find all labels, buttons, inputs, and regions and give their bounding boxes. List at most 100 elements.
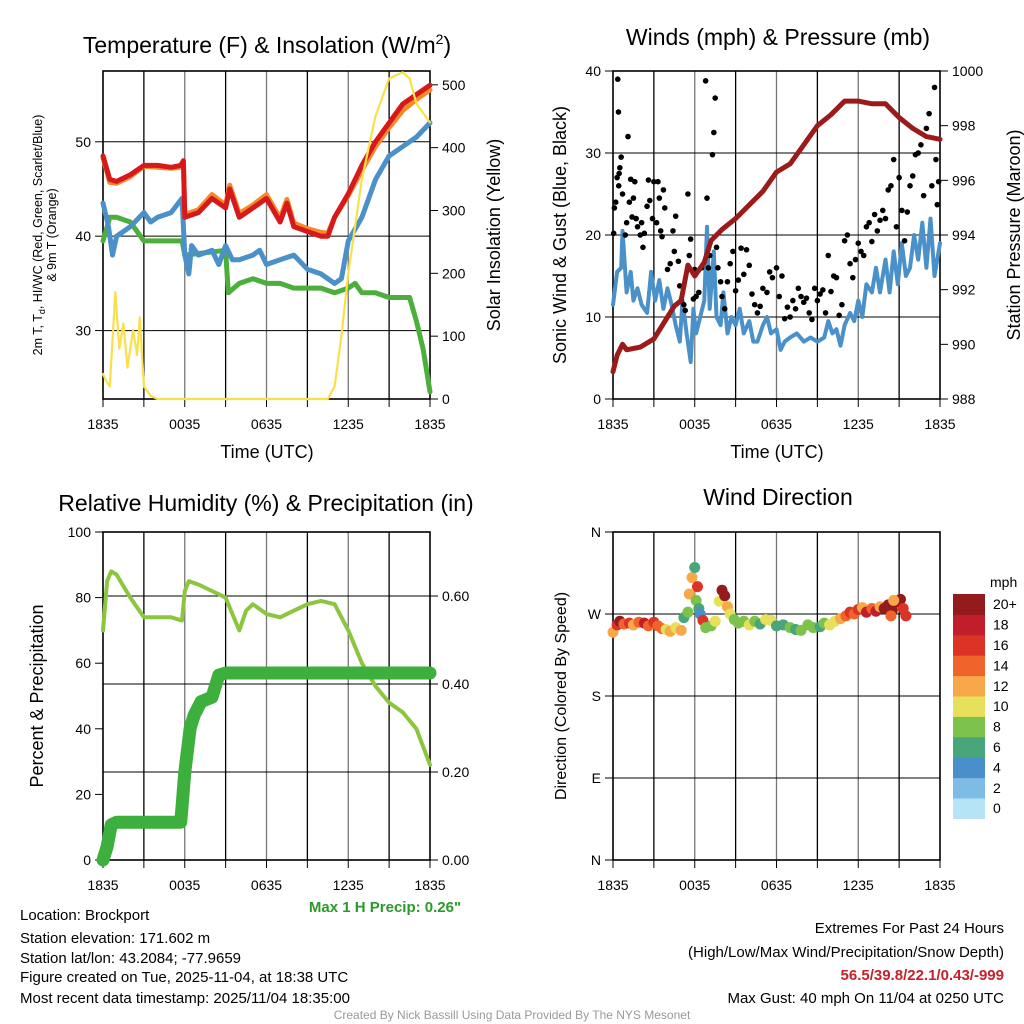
y-tick-label: N xyxy=(591,524,601,540)
gust-point xyxy=(640,244,646,251)
gust-point xyxy=(732,287,739,294)
gust-point xyxy=(721,306,728,312)
gust-point xyxy=(649,215,656,222)
gust-point xyxy=(882,215,889,222)
gust-point xyxy=(825,252,832,259)
gust-point xyxy=(741,271,747,278)
gust-point xyxy=(841,237,848,244)
gust-point xyxy=(839,301,845,308)
gust-point xyxy=(675,258,682,265)
gust-point xyxy=(709,151,716,158)
temp-ylabel-line1: 2m T, Td, HI/WC (Red, Green, Scarlet/Blu… xyxy=(31,115,47,356)
colorbar-swatch xyxy=(953,757,985,779)
x-tick-label: 0635 xyxy=(761,877,792,893)
gust-point xyxy=(855,240,862,246)
max-precip-text: Max 1 H Precip: 0.26" xyxy=(309,899,461,916)
y-tick-label: 60 xyxy=(75,655,91,671)
gust-point xyxy=(754,310,761,316)
gust-point xyxy=(757,303,763,310)
wind-direction-point xyxy=(888,594,900,606)
gust-point xyxy=(933,156,939,163)
relative-humidity-line xyxy=(101,569,432,767)
gust-point xyxy=(918,142,924,148)
gust-point xyxy=(847,260,853,267)
gust-point xyxy=(655,178,661,185)
y-tick-label: S xyxy=(592,688,601,704)
gust-point xyxy=(885,187,892,193)
gust-point xyxy=(893,224,900,230)
gust-point xyxy=(920,192,927,199)
gust-point xyxy=(657,228,664,234)
x-tick-label: 0035 xyxy=(679,416,710,432)
x-tick-label: 1835 xyxy=(597,877,628,893)
gust-point xyxy=(850,274,856,281)
series-line-solar-insolation xyxy=(101,71,432,401)
gust-point xyxy=(615,109,622,115)
x-tick-label: 1235 xyxy=(333,416,364,432)
y2-tick-label: 990 xyxy=(952,336,976,352)
y-tick-label: 100 xyxy=(68,524,92,540)
gust-point xyxy=(627,176,634,183)
gust-point xyxy=(638,219,645,226)
gust-point xyxy=(907,183,913,189)
gust-point xyxy=(617,164,623,171)
x-tick-label: 1835 xyxy=(87,416,118,432)
y2-tick-label: 400 xyxy=(442,140,466,156)
gust-point xyxy=(719,293,725,300)
y2-tick-label: 0.00 xyxy=(442,852,469,868)
y2-tick-label: 994 xyxy=(952,227,976,243)
gust-point xyxy=(687,236,694,242)
y2-tick-label: 0.40 xyxy=(442,676,469,692)
gust-point xyxy=(610,230,617,237)
pressure-ylabel: Station Pressure (Maroon) xyxy=(1004,129,1024,340)
y-tick-label: 40 xyxy=(585,63,601,79)
gust-point xyxy=(715,265,721,271)
gust-point xyxy=(931,84,938,91)
gust-point xyxy=(645,177,652,183)
gust-point xyxy=(769,274,776,281)
colorbar-swatch xyxy=(953,594,985,615)
y-tick-label: 0 xyxy=(593,391,601,407)
colorbar-tick-label: 18 xyxy=(993,617,1009,633)
y2-tick-label: 1000 xyxy=(952,63,983,79)
max-gust-text: Max Gust: 40 mph On 11/04 at 0250 UTC xyxy=(727,990,1004,1007)
wind-direction-point xyxy=(900,610,912,622)
x-tick-label: 1235 xyxy=(843,877,874,893)
gust-point xyxy=(792,306,799,312)
gust-point xyxy=(869,238,875,245)
ylabel-sub: d xyxy=(37,309,47,314)
gust-point xyxy=(611,205,618,211)
gust-point xyxy=(622,232,629,238)
title-sup: 2 xyxy=(436,31,444,47)
gust-point xyxy=(820,287,826,293)
y2-tick-label: 0 xyxy=(442,391,450,407)
title-main: Temperature (F) & Insolation (W/m xyxy=(83,32,436,58)
rh-chart-title: Relative Humidity (%) & Precipitation (i… xyxy=(58,490,473,516)
gust-point xyxy=(822,310,829,316)
gust-point xyxy=(686,252,693,259)
rh-ylabel: Percent & Precipitation xyxy=(27,604,47,787)
colorbar-tick-label: 12 xyxy=(993,678,1009,694)
gust-point xyxy=(626,199,633,205)
gust-point xyxy=(671,248,678,255)
gust-point xyxy=(844,232,851,238)
gust-point xyxy=(651,178,657,185)
y2-tick-label: 300 xyxy=(442,202,466,218)
gust-point xyxy=(877,217,883,224)
colorbar-tick-label: 8 xyxy=(993,719,1001,735)
gust-point xyxy=(661,205,668,211)
gust-point xyxy=(760,285,766,292)
x-tick-label: 1835 xyxy=(414,416,445,432)
pressure-line xyxy=(610,98,943,375)
gust-point xyxy=(899,207,905,214)
gust-point xyxy=(712,95,718,101)
x-tick-label: 1835 xyxy=(924,877,955,893)
gust-point xyxy=(935,178,942,185)
gust-point xyxy=(660,187,667,193)
wind-chart-title: Winds (mph) & Pressure (mb) xyxy=(626,24,930,50)
gust-point xyxy=(896,174,902,181)
gust-point xyxy=(644,203,650,210)
colorbar-swatch xyxy=(953,736,985,758)
gust-point xyxy=(866,219,872,226)
